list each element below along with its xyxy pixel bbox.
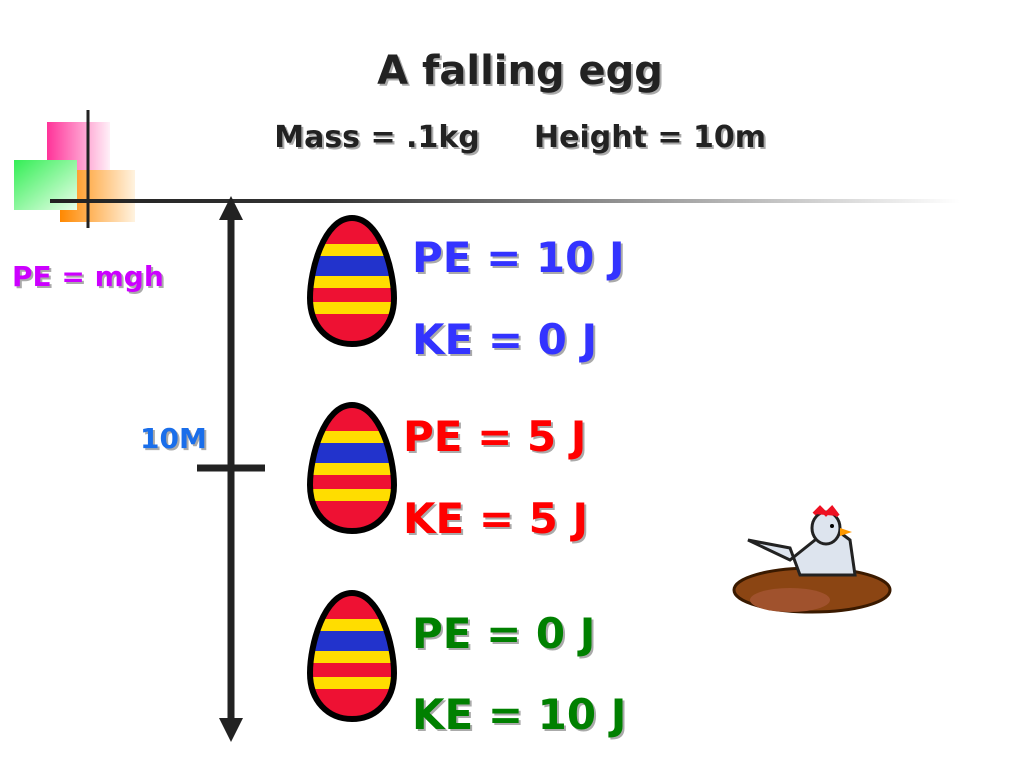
scale-label: 10M — [140, 422, 207, 455]
ke-label: KE = 5 J — [403, 494, 588, 543]
height: Height = 10m — [534, 120, 766, 155]
pe-label: PE = 0 J — [412, 609, 595, 658]
ke-label: KE = 10 J — [412, 690, 626, 739]
ke-label: KE = 0 J — [412, 315, 597, 364]
height-arrow — [197, 196, 265, 742]
title: A falling egg — [377, 48, 663, 94]
mass: Mass = .1kg — [274, 120, 480, 155]
pe-label: PE = 5 J — [403, 412, 586, 461]
pe-label: PE = 10 J — [412, 233, 625, 282]
decoration — [14, 110, 960, 228]
egg — [302, 405, 402, 531]
egg — [302, 218, 402, 344]
hen-in-nest — [732, 504, 892, 614]
egg — [302, 593, 402, 719]
stage-labels: PE = 10 J KE = 0 J PE = 5 J KE = 5 J PE = 0 … — [403, 233, 626, 739]
formula: PE = mgh — [12, 260, 164, 293]
